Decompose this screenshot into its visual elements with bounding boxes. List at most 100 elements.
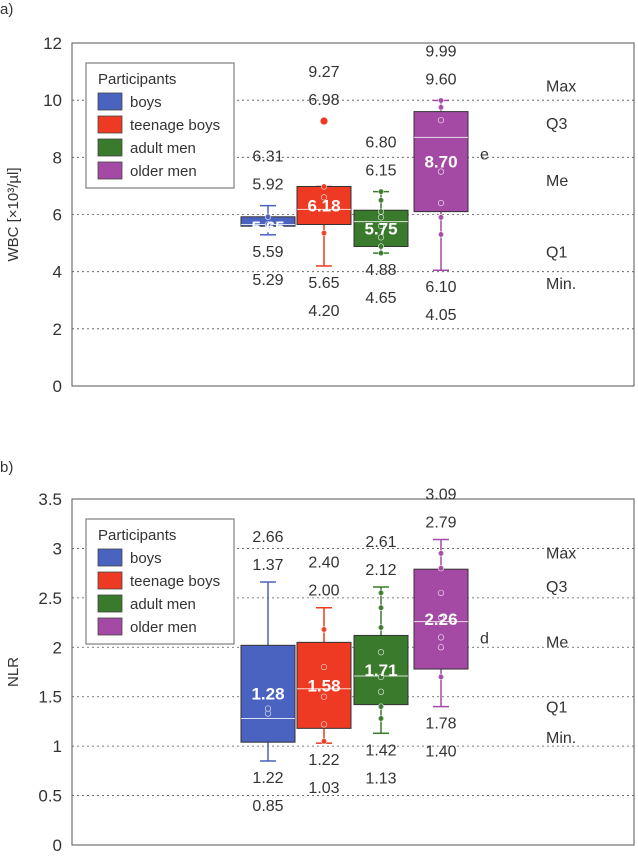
legend-entry: teenage boys	[130, 573, 220, 590]
legend-swatch	[97, 548, 123, 567]
legend-entry: boys	[130, 550, 162, 567]
label-above: 2.00	[308, 583, 339, 600]
data-point	[264, 213, 272, 220]
stat-label: Q3	[546, 579, 567, 596]
label-above: 6.80	[365, 135, 396, 152]
label-above: 3.09	[425, 487, 456, 504]
label-above: 2.79	[425, 515, 456, 532]
legend-entry: teenage boys	[130, 117, 220, 134]
data-point	[377, 649, 385, 656]
label-below: 5.65	[308, 275, 339, 292]
median-label: 1.28	[251, 685, 284, 704]
panel-label: b)	[0, 459, 13, 476]
data-point	[437, 231, 445, 238]
data-point	[377, 673, 385, 681]
box-boys: 5.65 6.31 5.92 5.59 5.29	[240, 149, 296, 289]
stat-label: Q1	[546, 244, 567, 261]
stat-label: Q3	[546, 116, 567, 133]
data-point	[437, 565, 445, 572]
stat-label: Q1	[546, 700, 567, 717]
data-point	[377, 208, 385, 215]
label-below: 1.13	[365, 770, 396, 787]
chart-panel-b: b) NLR 0 0.5 1 1.5 2 2.5 3 3.5 Participants boys tee…	[0, 459, 635, 855]
panel-label: a)	[0, 1, 13, 18]
label-below: 1.40	[425, 744, 456, 761]
box-older-men: 8.70 9.99 9.60 6.10 4.05	[413, 43, 469, 324]
y-tick-label: 2.5	[38, 589, 62, 608]
legend-entry: older men	[130, 619, 197, 636]
legend-swatch	[97, 571, 123, 590]
y-tick-label: 12	[43, 34, 62, 53]
y-tick-label: 3.5	[38, 490, 62, 509]
stat-label: Min.	[546, 730, 576, 747]
label-above: 2.66	[252, 529, 283, 546]
label-above: 2.61	[365, 534, 396, 551]
y-axis-label: NLR	[5, 657, 22, 687]
legend-swatch	[97, 138, 123, 157]
plot-frame	[71, 42, 635, 387]
data-point	[377, 703, 385, 710]
data-point	[377, 715, 385, 722]
significance-letter: d	[480, 631, 489, 648]
iqr-box	[240, 644, 296, 743]
median-label: 8.70	[424, 153, 457, 172]
median-label: 1.71	[364, 661, 397, 680]
data-point	[437, 673, 445, 681]
label-above: 9.99	[425, 43, 456, 60]
label-below: 6.10	[425, 279, 456, 296]
median-label: 6.18	[307, 196, 340, 215]
data-point	[264, 705, 272, 712]
label-below: 5.59	[252, 244, 283, 261]
data-point	[320, 663, 328, 671]
label-above: 2.12	[365, 562, 396, 579]
data-point	[437, 589, 445, 597]
iqr-box	[296, 185, 352, 226]
stat-label: Me	[546, 173, 568, 190]
data-point	[320, 229, 328, 237]
label-below: 4.88	[365, 262, 396, 279]
label-above: 6.15	[365, 163, 396, 180]
data-point	[264, 221, 272, 228]
median-label: 5.65	[251, 218, 284, 237]
y-tick-label: 6	[53, 206, 62, 225]
y-tick-label: 0	[53, 377, 62, 396]
label-below: 5.29	[252, 272, 283, 289]
iqr-box	[413, 111, 469, 213]
label-below: 4.65	[365, 290, 396, 307]
iqr-box	[296, 641, 352, 729]
data-point	[377, 188, 385, 195]
data-point	[377, 589, 385, 597]
legend: Participants boys teenage boys adult men old…	[85, 62, 235, 189]
data-point	[437, 550, 445, 557]
label-below: 4.20	[308, 303, 339, 320]
label-below: 1.78	[425, 716, 456, 733]
box-teenage-boys: 6.18 9.27 6.98 5.65 4.20	[296, 64, 352, 320]
label-above: 9.27	[308, 64, 339, 81]
data-point	[437, 199, 445, 207]
y-tick-label: 2	[53, 638, 62, 657]
median-label: 2.26	[424, 610, 457, 629]
box-adult-men: 1.71 2.61 2.12 1.42 1.13	[353, 534, 409, 787]
data-point	[437, 117, 445, 124]
data-point	[377, 234, 385, 241]
label-above: 2.40	[308, 555, 339, 572]
legend-entry: adult men	[130, 140, 196, 157]
box-boys: 1.28 2.66 1.37 1.22 0.85	[240, 529, 296, 815]
legend-entry: older men	[130, 163, 197, 180]
data-point	[320, 693, 328, 700]
legend-swatch	[97, 92, 123, 111]
label-above: 6.31	[252, 149, 283, 166]
data-point	[377, 243, 385, 250]
label-above: 6.98	[308, 92, 339, 109]
y-tick-label: 8	[53, 148, 62, 167]
median-label: 1.58	[307, 676, 340, 695]
data-point	[377, 624, 385, 631]
y-tick-label: 3	[53, 539, 62, 558]
stat-label: Min.	[546, 276, 576, 293]
y-tick-label: 0.5	[38, 787, 62, 806]
stat-label: Max	[546, 545, 576, 562]
label-below: 1.22	[308, 752, 339, 769]
label-below: 4.05	[425, 307, 456, 324]
data-point	[320, 183, 328, 190]
